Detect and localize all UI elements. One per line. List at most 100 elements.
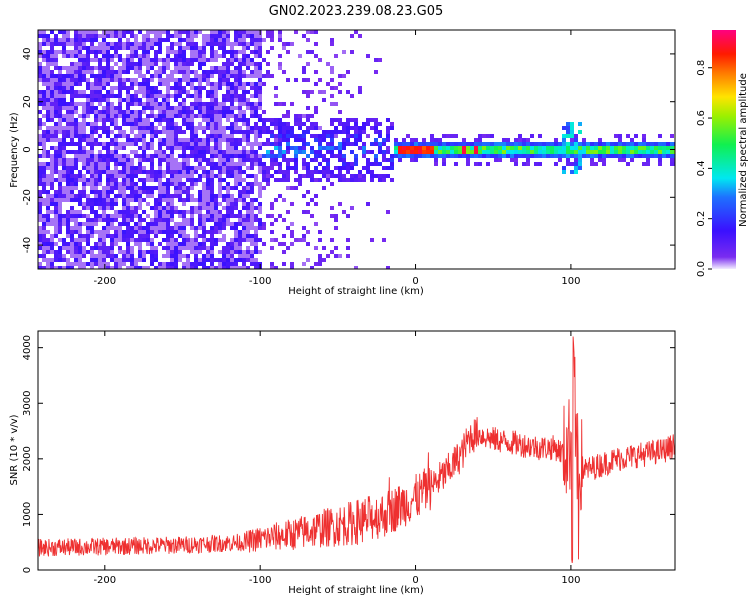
- spectrogram-cell: [314, 134, 318, 138]
- spectrogram-cell: [522, 154, 526, 158]
- spectrogram-cell: [250, 102, 254, 106]
- spectrogram-cell: [226, 170, 230, 174]
- spectrogram-cell: [250, 30, 254, 34]
- spectrogram-cell: [118, 126, 122, 130]
- spectrogram-cell: [94, 162, 98, 166]
- spectrogram-x-label: Height of straight line (km): [288, 286, 424, 297]
- spectrogram-cell: [670, 150, 674, 154]
- spectrogram-cell: [122, 230, 126, 234]
- spectrogram-cell: [282, 174, 286, 178]
- spectrogram-cell: [242, 94, 246, 98]
- spectrogram-cell: [74, 150, 78, 154]
- spectrogram-cell: [234, 166, 238, 170]
- spectrogram-cell: [50, 62, 54, 66]
- spectrogram-cell: [330, 142, 334, 146]
- spectrogram-cell: [226, 146, 230, 150]
- spectrogram-cell: [158, 186, 162, 190]
- spectrogram-cell: [74, 262, 78, 266]
- spectrogram-cell: [74, 42, 78, 46]
- spectrogram-cell: [222, 54, 226, 58]
- spectrogram-cell: [94, 130, 98, 134]
- spectrogram-cell: [66, 250, 70, 254]
- spectrogram-cell: [166, 266, 170, 269]
- spectrogram-cell: [162, 126, 166, 130]
- spectrogram-cell: [42, 102, 46, 106]
- spectrogram-cell: [218, 146, 222, 150]
- spectrogram-cell: [98, 202, 102, 206]
- spectrogram-cell: [178, 250, 182, 254]
- spectrogram-cell: [138, 194, 142, 198]
- spectrogram-cell: [210, 46, 214, 50]
- spectrogram-cell: [174, 82, 178, 86]
- spectrogram-cell: [58, 178, 62, 182]
- spectrogram-cell: [66, 182, 70, 186]
- spectrogram-cell: [42, 166, 46, 170]
- spectrogram-cell: [306, 62, 310, 66]
- spectrogram-cell: [110, 34, 114, 38]
- spectrogram-cell: [422, 154, 426, 158]
- colorbar-gradient: [712, 30, 736, 269]
- spectrogram-cell: [494, 142, 498, 146]
- spectrogram-cell: [242, 154, 246, 158]
- spectrogram-cell: [526, 162, 530, 166]
- spectrogram-cell: [514, 142, 518, 146]
- spectrogram-cell: [658, 134, 662, 138]
- spectrogram-cell: [126, 178, 130, 182]
- spectrogram-cell: [294, 238, 298, 242]
- spectrogram-cell: [242, 42, 246, 46]
- spectrogram-cell: [246, 166, 250, 170]
- spectrogram-cell: [366, 158, 370, 162]
- spectrogram-cell: [90, 66, 94, 70]
- spectrogram-cell: [226, 62, 230, 66]
- spectrogram-cell: [582, 146, 586, 150]
- spectrogram-cell: [66, 86, 70, 90]
- spectrogram-cell: [210, 234, 214, 238]
- spectrogram-cell: [354, 134, 358, 138]
- spectrogram-cell: [122, 182, 126, 186]
- spectrogram-cell: [366, 134, 370, 138]
- spectrogram-cell: [130, 246, 134, 250]
- spectrogram-cell: [230, 210, 234, 214]
- spectrogram-cell: [206, 202, 210, 206]
- spectrogram-cell: [142, 154, 146, 158]
- spectrogram-cell: [50, 114, 54, 118]
- spectrogram-cell: [46, 38, 50, 42]
- spectrogram-cell: [58, 70, 62, 74]
- spectrogram-cell: [170, 206, 174, 210]
- spectrogram-cell: [302, 66, 306, 70]
- spectrogram-cell: [410, 158, 414, 162]
- spectrogram-cell: [238, 86, 242, 90]
- spectrogram-cell: [126, 98, 130, 102]
- spectrogram-cell: [310, 198, 314, 202]
- spectrogram-cell: [162, 114, 166, 118]
- spectrogram-cell: [166, 62, 170, 66]
- spectrogram-cell: [138, 258, 142, 262]
- spectrogram-cell: [42, 82, 46, 86]
- spectrogram-cell: [386, 118, 390, 122]
- spectrogram-cell: [170, 250, 174, 254]
- spectrogram-cell: [438, 142, 442, 146]
- spectrogram-cell: [78, 74, 82, 78]
- spectrogram-cell: [58, 106, 62, 110]
- spectrogram-cell: [314, 70, 318, 74]
- spectrogram-cell: [354, 154, 358, 158]
- spectrogram-cell: [98, 46, 102, 50]
- spectrogram-cell: [170, 150, 174, 154]
- spectrogram-cell: [122, 170, 126, 174]
- spectrogram-cell: [194, 90, 198, 94]
- spectrogram-cell: [70, 194, 74, 198]
- spectrogram-cell: [114, 94, 118, 98]
- spectrogram-cell: [626, 162, 630, 166]
- spectrogram-cell: [250, 210, 254, 214]
- spectrogram-cell: [122, 86, 126, 90]
- spectrogram-cell: [198, 162, 202, 166]
- spectrogram-cell: [422, 142, 426, 146]
- spectrogram-cell: [214, 94, 218, 98]
- spectrogram-cell: [186, 178, 190, 182]
- spectrogram-cell: [210, 126, 214, 130]
- spectrogram-cell: [422, 146, 426, 150]
- spectrogram-cell: [130, 78, 134, 82]
- spectrogram-cell: [178, 106, 182, 110]
- spectrogram-cell: [210, 202, 214, 206]
- spectrogram-cell: [146, 222, 150, 226]
